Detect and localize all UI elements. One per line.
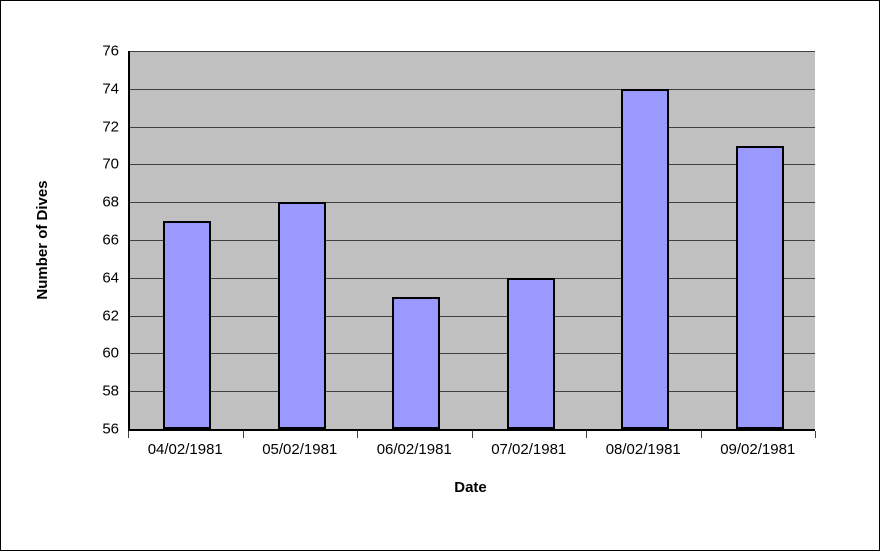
x-tick-label: 07/02/1981	[491, 441, 567, 458]
gridline	[130, 391, 815, 393]
bar[interactable]	[392, 296, 441, 429]
y-tick-label: 58	[102, 382, 119, 400]
x-tick-mark	[815, 431, 816, 438]
bar-slot	[703, 51, 818, 429]
bar[interactable]	[621, 88, 670, 429]
y-axis-title: Number of Dives	[34, 180, 51, 300]
bar-slot	[588, 51, 703, 429]
x-tick-label: 06/02/1981	[376, 441, 452, 458]
gridline	[130, 240, 815, 241]
y-tick-label: 72	[102, 118, 119, 136]
x-axis-title: Date	[454, 479, 487, 496]
y-tick-label: 56	[102, 420, 119, 438]
x-tick-mark	[700, 431, 702, 438]
x-tick-label: 04/02/1981	[147, 441, 223, 458]
y-tick-label: 66	[102, 231, 119, 249]
gridline	[130, 202, 815, 204]
bar-slot	[245, 51, 360, 429]
x-tick-label: 05/02/1981	[262, 441, 338, 458]
y-tick-label: 70	[102, 155, 119, 173]
bar-slot	[130, 51, 245, 429]
bar-slot	[359, 51, 474, 429]
gridline	[130, 51, 815, 52]
plot-area	[128, 51, 815, 431]
x-tick-mark	[128, 431, 129, 438]
x-tick-mark	[586, 431, 587, 438]
x-tick-mark	[471, 431, 473, 438]
x-tick-mark	[357, 431, 358, 438]
gridline	[130, 164, 815, 166]
y-tick-label: 62	[102, 307, 119, 325]
y-tick-label: 60	[102, 344, 119, 362]
gridline	[130, 126, 815, 128]
gridline	[130, 88, 815, 90]
y-axis-tick-labels: 76 74 72 70 68 66 64 62 60 58 56	[83, 44, 164, 437]
x-axis-tick-labels: 04/02/1981 05/02/1981 06/02/1981 07/02/1981…	[128, 441, 813, 463]
gridline	[130, 315, 815, 317]
bar[interactable]	[506, 277, 555, 429]
y-tick-label: 68	[102, 193, 119, 211]
x-tick-label: 08/02/1981	[605, 441, 681, 458]
x-tick-label: 09/02/1981	[720, 441, 796, 458]
gridline	[130, 277, 815, 279]
x-tick-mark	[242, 431, 244, 438]
bar[interactable]	[277, 202, 326, 429]
bar[interactable]	[735, 145, 784, 429]
y-tick-label: 64	[102, 269, 119, 287]
gridline	[130, 353, 815, 355]
bar-slot	[474, 51, 589, 429]
bar[interactable]	[163, 221, 212, 429]
y-tick-label: 74	[102, 80, 119, 98]
y-tick-label: 76	[102, 42, 119, 60]
